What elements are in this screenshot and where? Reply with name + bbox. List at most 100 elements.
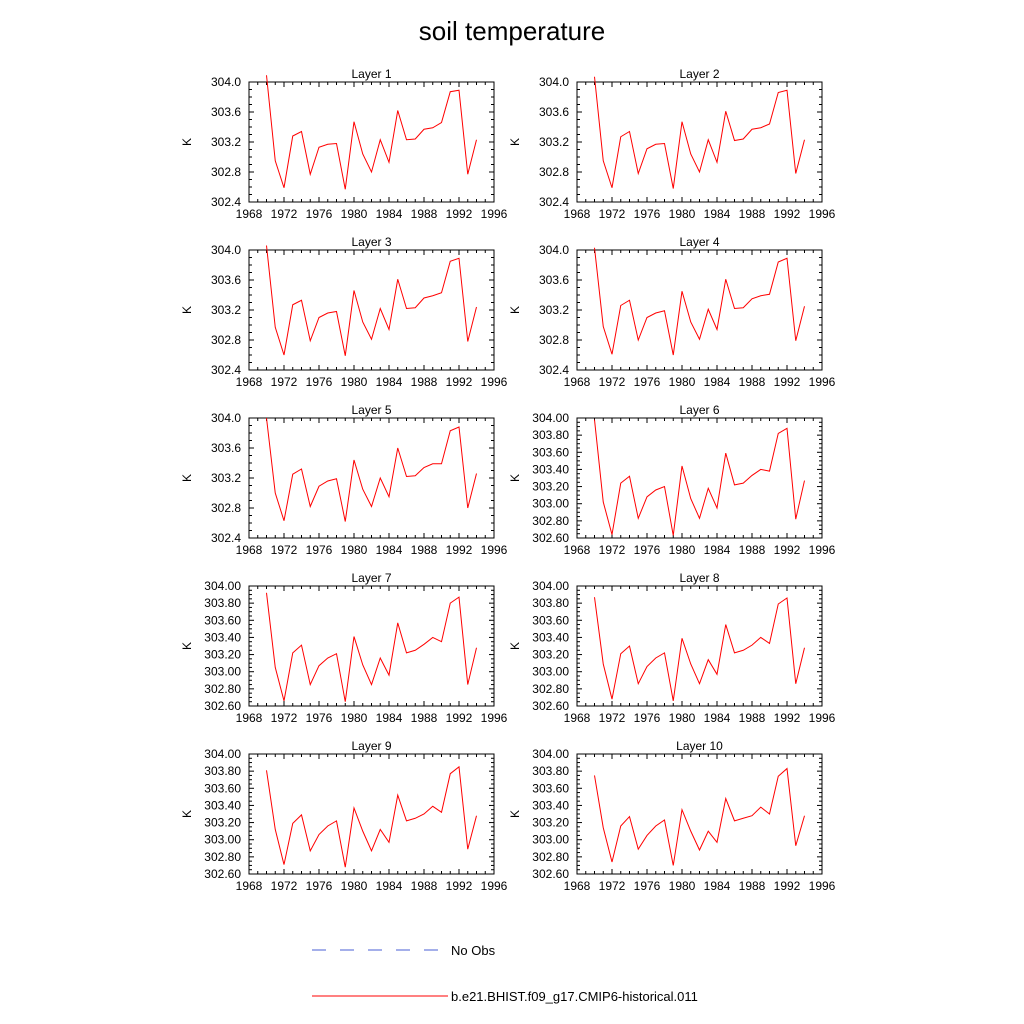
- y-tick-label: 302.8: [211, 333, 241, 347]
- y-tick-label: 303.80: [532, 428, 569, 442]
- x-tick-label: 1996: [481, 543, 508, 557]
- x-tick-label: 1984: [376, 711, 403, 725]
- x-tick-label: 1972: [599, 879, 626, 893]
- y-tick-label: 303.60: [204, 613, 241, 627]
- y-tick-label: 303.40: [532, 798, 569, 812]
- x-tick-label: 1984: [704, 879, 731, 893]
- x-tick-label: 1992: [774, 375, 801, 389]
- x-tick-label: 1988: [739, 543, 766, 557]
- x-tick-label: 1988: [739, 207, 766, 221]
- x-tick-label: 1980: [341, 879, 368, 893]
- x-tick-label: 1968: [236, 543, 263, 557]
- y-tick-label: 303.00: [532, 497, 569, 511]
- x-tick-label: 1992: [774, 879, 801, 893]
- y-tick-label: 303.2: [211, 303, 241, 317]
- y-tick-label: 302.60: [532, 531, 569, 545]
- y-tick-label: 303.6: [211, 273, 241, 287]
- x-tick-label: 1988: [411, 711, 438, 725]
- x-tick-label: 1984: [376, 207, 403, 221]
- series-line-model: [594, 419, 805, 536]
- y-axis-label: K: [508, 474, 522, 482]
- panel-6: Layer 6 K 1968 1972 1976 1980 1984 1988 1992 1996…: [508, 403, 836, 557]
- x-tick-label: 1976: [634, 375, 661, 389]
- x-tick-label: 1996: [809, 375, 836, 389]
- x-tick-label: 1972: [271, 543, 298, 557]
- x-tick-label: 1980: [669, 711, 696, 725]
- x-tick-label: 1968: [564, 543, 591, 557]
- x-tick-label: 1992: [446, 375, 473, 389]
- y-tick-label: 302.8: [539, 165, 569, 179]
- x-tick-label: 1988: [411, 879, 438, 893]
- y-axis-label: K: [508, 138, 522, 146]
- series-line-model: [594, 767, 805, 866]
- x-tick-label: 1988: [739, 879, 766, 893]
- panel-9: Layer 9 K 1968 1972 1976 1980 1984 1988 1992 1996…: [180, 739, 508, 893]
- y-tick-label: 302.4: [539, 195, 569, 209]
- y-axis-label: K: [508, 810, 522, 818]
- y-tick-label: 302.60: [204, 699, 241, 713]
- y-tick-label: 304.00: [204, 747, 241, 761]
- x-tick-label: 1976: [306, 207, 333, 221]
- y-tick-label: 304.00: [532, 747, 569, 761]
- panel-10: Layer 10 K 1968 1972 1976 1980 1984 1988 1992 199…: [508, 739, 836, 893]
- y-tick-label: 302.8: [539, 333, 569, 347]
- x-tick-label: 1988: [739, 711, 766, 725]
- series-line-model: [266, 245, 477, 356]
- panel-title: Layer 7: [351, 571, 391, 585]
- x-tick-label: 1976: [306, 711, 333, 725]
- figure-title: soil temperature: [419, 16, 605, 46]
- series-line-model: [266, 75, 477, 190]
- y-tick-label: 302.80: [204, 850, 241, 864]
- x-tick-label: 1988: [411, 375, 438, 389]
- x-tick-label: 1968: [236, 375, 263, 389]
- x-tick-label: 1996: [809, 879, 836, 893]
- x-tick-label: 1996: [481, 711, 508, 725]
- plot-frame: [576, 417, 823, 539]
- plot-frame: [248, 81, 495, 203]
- x-tick-label: 1996: [809, 711, 836, 725]
- y-tick-label: 303.20: [532, 648, 569, 662]
- plot-frame: [248, 585, 495, 707]
- y-tick-label: 304.0: [211, 411, 241, 425]
- y-tick-label: 302.60: [532, 867, 569, 881]
- x-tick-label: 1980: [341, 207, 368, 221]
- x-tick-label: 1968: [564, 711, 591, 725]
- y-tick-label: 303.20: [204, 648, 241, 662]
- y-tick-label: 303.40: [532, 630, 569, 644]
- y-tick-label: 303.6: [539, 105, 569, 119]
- x-tick-label: 1968: [564, 207, 591, 221]
- panel-1: Layer 1 K 1968 1972 1976 1980 1984 1988 1992 1996…: [180, 67, 508, 221]
- x-tick-label: 1972: [271, 375, 298, 389]
- y-tick-label: 303.2: [539, 303, 569, 317]
- panel-title: Layer 10: [676, 739, 723, 753]
- y-tick-label: 303.2: [539, 135, 569, 149]
- x-tick-label: 1976: [306, 543, 333, 557]
- x-tick-label: 1980: [341, 543, 368, 557]
- x-tick-label: 1972: [599, 711, 626, 725]
- y-tick-label: 302.4: [211, 363, 241, 377]
- y-tick-label: 303.80: [204, 764, 241, 778]
- y-axis-label: K: [180, 138, 194, 146]
- y-tick-label: 303.6: [211, 441, 241, 455]
- y-tick-label: 302.80: [532, 514, 569, 528]
- y-axis-label: K: [508, 306, 522, 314]
- x-tick-label: 1972: [271, 879, 298, 893]
- plot-frame: [248, 417, 495, 539]
- x-tick-label: 1980: [341, 711, 368, 725]
- y-tick-label: 303.80: [532, 596, 569, 610]
- x-tick-label: 1996: [481, 207, 508, 221]
- x-tick-label: 1992: [774, 711, 801, 725]
- y-tick-label: 302.60: [532, 699, 569, 713]
- panel-title: Layer 3: [351, 235, 391, 249]
- y-tick-label: 303.60: [532, 781, 569, 795]
- x-tick-label: 1972: [271, 207, 298, 221]
- x-tick-label: 1984: [376, 543, 403, 557]
- panel-2: Layer 2 K 1968 1972 1976 1980 1984 1988 1992 1996…: [508, 67, 836, 221]
- plot-frame: [576, 249, 823, 371]
- y-tick-label: 303.80: [204, 596, 241, 610]
- y-tick-label: 303.2: [211, 135, 241, 149]
- x-tick-label: 1968: [564, 879, 591, 893]
- x-tick-label: 1976: [306, 375, 333, 389]
- y-tick-label: 303.00: [204, 665, 241, 679]
- x-tick-label: 1968: [236, 879, 263, 893]
